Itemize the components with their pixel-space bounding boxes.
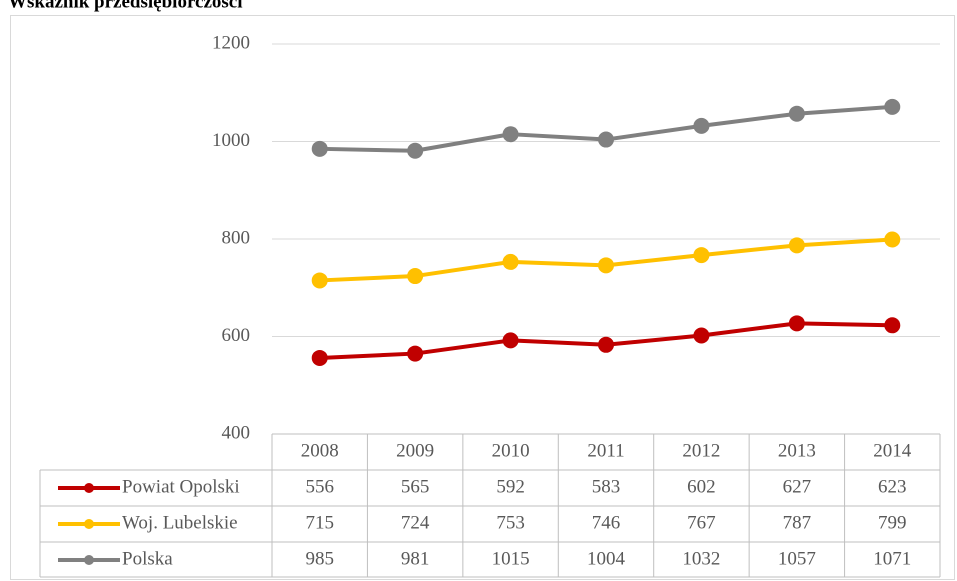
point [788, 105, 805, 122]
point [598, 336, 614, 353]
x-tick-label: 2008 [301, 440, 339, 461]
point [502, 126, 519, 143]
table-value: 623 [878, 476, 907, 497]
table-value: 565 [401, 476, 430, 497]
y-tick-label: 400 [222, 422, 251, 443]
table-value: 627 [783, 476, 812, 497]
point [598, 257, 614, 274]
point [884, 317, 901, 334]
table-value: 1004 [587, 548, 626, 569]
table-value: 746 [592, 512, 621, 533]
x-tick-label: 2011 [587, 440, 624, 461]
point [884, 231, 901, 248]
legend-marker [84, 555, 94, 565]
point [311, 272, 328, 289]
point [788, 315, 805, 332]
x-tick-label: 2010 [492, 440, 530, 461]
point [407, 268, 424, 285]
table-value: 1032 [682, 548, 720, 569]
x-tick-label: 2012 [682, 440, 720, 461]
point [788, 237, 805, 254]
table-value: 583 [592, 476, 621, 497]
table-value: 715 [305, 512, 334, 533]
point [693, 117, 710, 134]
y-tick-label: 800 [222, 227, 251, 248]
legend-label: Woj. Lubelskie [122, 512, 238, 533]
table-value: 981 [401, 548, 430, 569]
y-tick-label: 1200 [212, 32, 250, 53]
point [311, 349, 328, 366]
table-value: 767 [687, 512, 716, 533]
x-tick-label: 2009 [396, 440, 434, 461]
legend-label: Powiat Opolski [122, 476, 240, 497]
point [407, 345, 424, 362]
table-value: 1015 [492, 548, 530, 569]
point [311, 140, 328, 157]
table-value: 592 [496, 476, 525, 497]
table-value: 985 [305, 548, 334, 569]
y-tick-label: 1000 [212, 130, 250, 151]
table-value: 602 [687, 476, 716, 497]
table-value: 799 [878, 512, 907, 533]
x-tick-label: 2014 [873, 440, 912, 461]
table-value: 753 [496, 512, 525, 533]
point [502, 332, 519, 349]
point [407, 142, 424, 159]
legend-label: Polska [122, 548, 173, 569]
table-value: 1071 [873, 548, 911, 569]
chart-title: Wskaźnik przedsiębiorczości [8, 0, 243, 12]
table-value: 1057 [778, 548, 816, 569]
x-tick-label: 2013 [778, 440, 816, 461]
point [502, 253, 519, 270]
point [693, 247, 710, 264]
table-value: 787 [783, 512, 812, 533]
table-value: 724 [401, 512, 430, 533]
legend-marker [84, 483, 94, 493]
point [693, 327, 710, 344]
point [884, 98, 901, 115]
point [598, 131, 614, 148]
legend-marker [84, 519, 94, 529]
y-tick-label: 600 [222, 325, 251, 346]
table-value: 556 [305, 476, 334, 497]
